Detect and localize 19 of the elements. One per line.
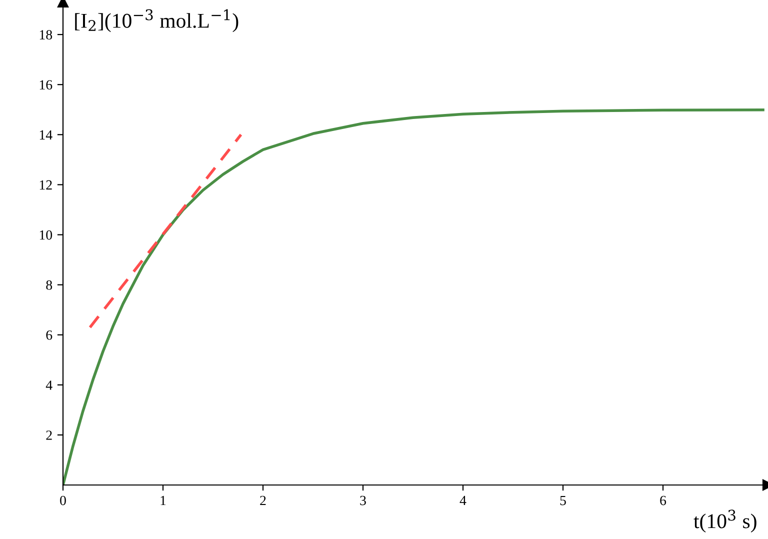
y-tick-label: 4 bbox=[46, 380, 52, 390]
x-tick-label: 1 bbox=[160, 496, 166, 506]
y-tick-label: 18 bbox=[40, 30, 52, 40]
y-tick-label: 8 bbox=[46, 280, 52, 290]
y-tick-label: 16 bbox=[40, 80, 52, 90]
x-tick-label: 6 bbox=[660, 496, 666, 506]
x-axis-title: t(10$^{3}$ s) bbox=[694, 510, 756, 532]
y-tick-label: 14 bbox=[40, 130, 52, 140]
y-tick-label: 6 bbox=[46, 330, 52, 340]
x-tick-label: 0 bbox=[60, 496, 66, 506]
x-tick-label: 4 bbox=[460, 496, 466, 506]
y-tick-label: 2 bbox=[46, 430, 52, 440]
y-axis-title: [I$_{2}$](10$^{−3}$ mol.L$^{−1}$) bbox=[75, 9, 238, 32]
y-tick-label: 10 bbox=[40, 230, 52, 240]
line-series bbox=[63, 108, 764, 485]
x-tick-label: 5 bbox=[560, 496, 566, 506]
y-tick-label: 12 bbox=[40, 180, 52, 190]
x-tick-label: 3 bbox=[360, 496, 366, 506]
x-tick-label: 2 bbox=[260, 496, 266, 506]
